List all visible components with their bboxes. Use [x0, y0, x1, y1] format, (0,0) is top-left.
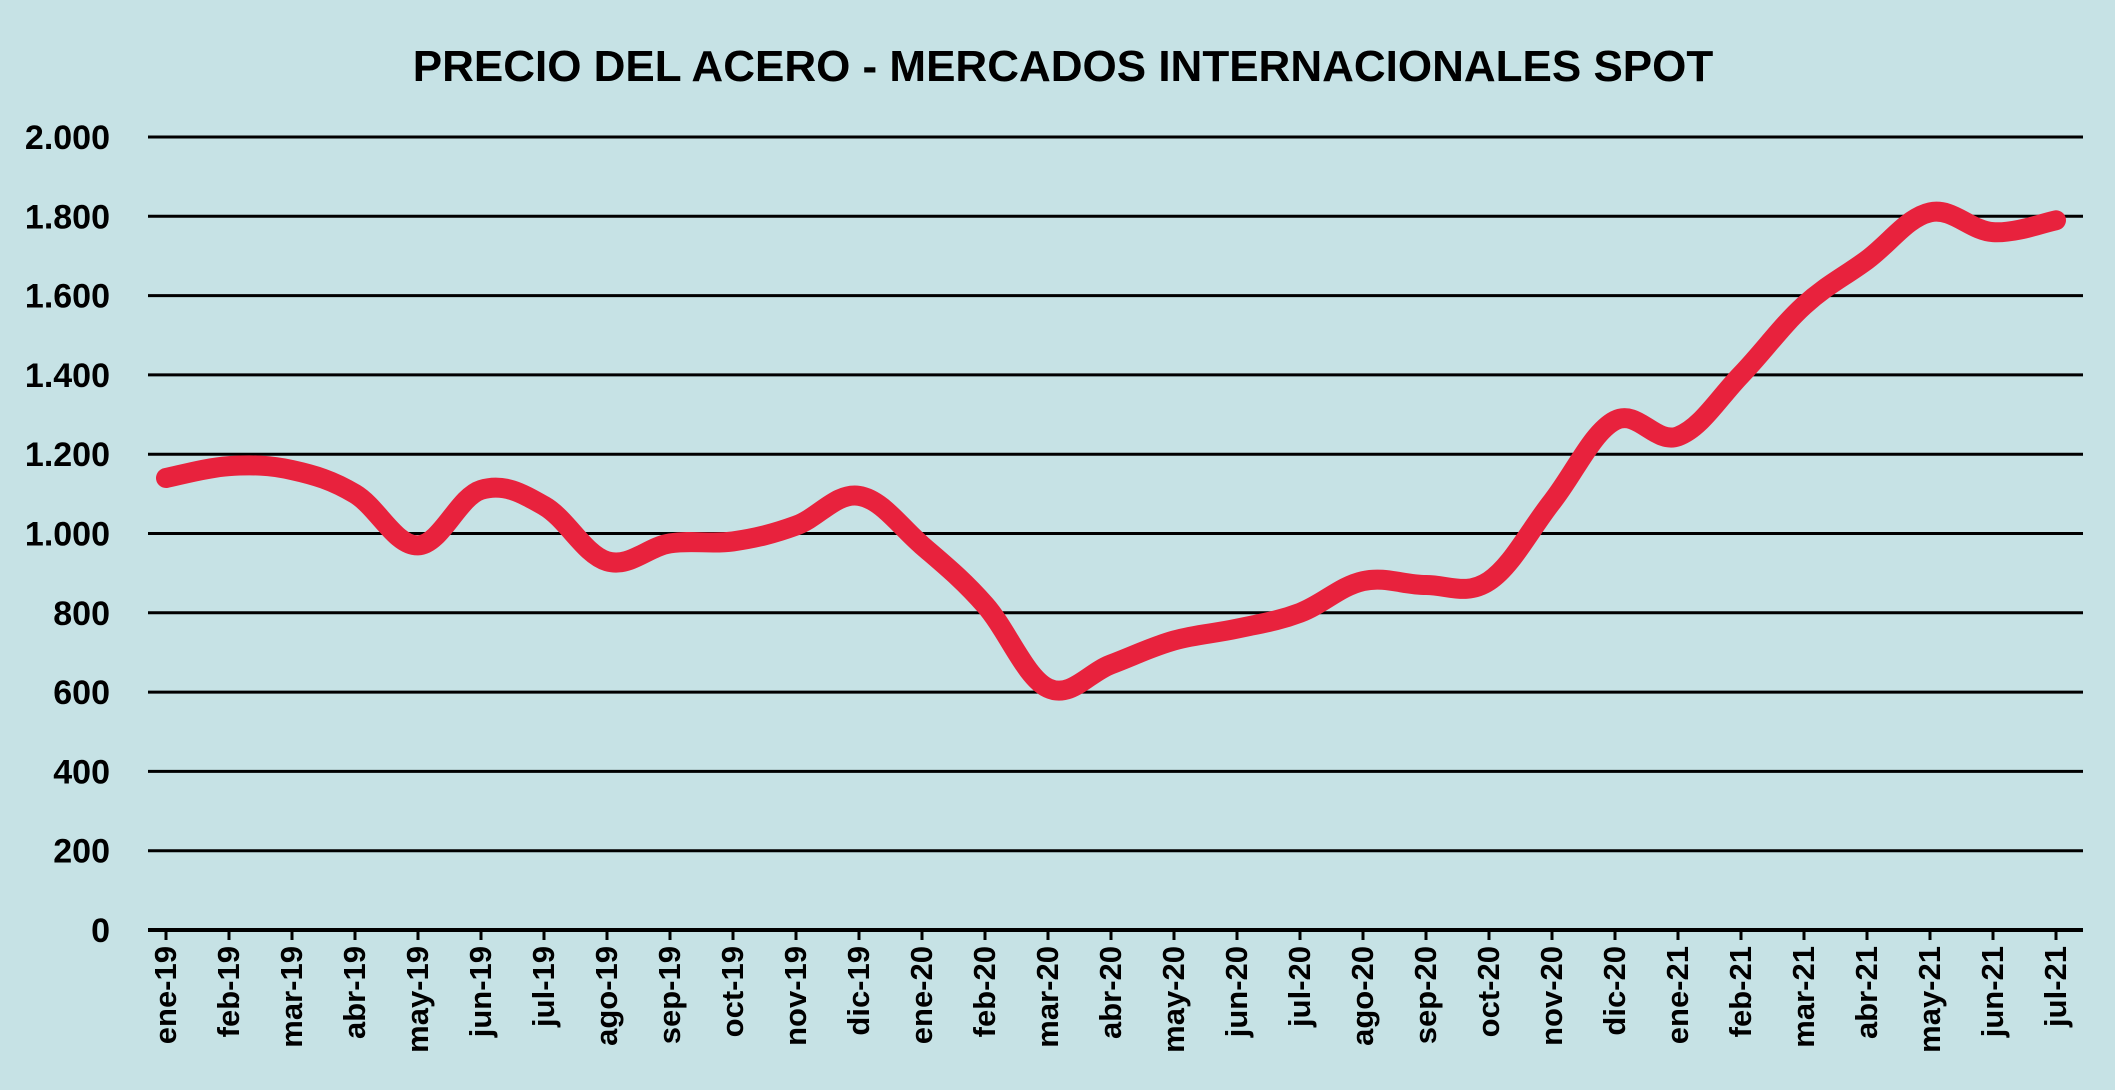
data-point — [597, 551, 617, 571]
x-tick-label: mar-19 — [274, 946, 309, 1048]
x-tick-label: feb-20 — [967, 946, 1002, 1037]
data-point — [471, 480, 491, 500]
data-point — [1542, 492, 1562, 512]
x-tick-label: may-20 — [1156, 946, 1191, 1053]
x-tick-label: oct-19 — [715, 946, 750, 1037]
x-tick-label: jun-21 — [1975, 946, 2010, 1038]
series-layer — [156, 201, 2066, 701]
series-line — [156, 201, 2066, 701]
y-axis-labels: 0 200 400 600 800 1.000 1.200 1.400 1.600 1.800 2.… — [25, 119, 110, 950]
data-point — [156, 468, 176, 488]
data-point — [1983, 222, 2003, 242]
x-tick-label: ago-19 — [589, 946, 624, 1046]
x-tick-label: jun-20 — [1219, 946, 1254, 1038]
x-tick-label: mar-20 — [1030, 946, 1065, 1048]
data-point — [408, 535, 428, 555]
x-tick-label: mar-21 — [1786, 946, 1821, 1048]
x-tick-label: jul-20 — [1282, 946, 1317, 1028]
x-tick-label: sep-19 — [652, 946, 687, 1044]
x-tick-label: oct-20 — [1471, 946, 1506, 1037]
y-tick-label: 200 — [53, 833, 110, 871]
data-point — [786, 516, 806, 536]
data-point — [282, 460, 302, 480]
data-point — [1479, 571, 1499, 591]
y-tick-label: 1.000 — [25, 516, 110, 554]
x-tick-label: abr-21 — [1849, 946, 1884, 1039]
data-point — [1857, 250, 1877, 270]
data-point — [849, 486, 869, 506]
data-point — [1416, 575, 1436, 595]
y-tick-label: 1.200 — [25, 436, 110, 474]
data-point — [1290, 603, 1310, 623]
data-point — [1038, 678, 1058, 698]
x-tick-label: ene-20 — [904, 946, 939, 1044]
data-point — [660, 533, 680, 553]
x-tick-label: ene-21 — [1660, 946, 1695, 1044]
x-axis-labels: ene-19 feb-19 mar-19 abr-19 may-19 jun-19 jul-… — [148, 946, 2073, 1053]
x-tick-label: nov-20 — [1534, 946, 1569, 1046]
x-tick-label: abr-20 — [1093, 946, 1128, 1039]
data-point — [1605, 410, 1625, 430]
x-tick-label: jun-19 — [463, 946, 498, 1038]
y-tick-label: 1.600 — [25, 278, 110, 316]
x-tick-label: abr-19 — [337, 946, 372, 1039]
x-tick-label: dic-19 — [841, 946, 876, 1036]
data-point — [345, 484, 365, 504]
x-tick-label: sep-20 — [1408, 946, 1443, 1044]
x-tick-label: ene-19 — [148, 946, 183, 1044]
x-tick-label: may-19 — [400, 946, 435, 1053]
data-point — [1353, 571, 1373, 591]
data-point — [1794, 296, 1814, 316]
y-tick-label: 1.400 — [25, 357, 110, 395]
data-point — [1920, 202, 1940, 222]
data-point — [975, 595, 995, 615]
x-tick-label: jul-21 — [2038, 946, 2073, 1028]
data-point — [1101, 654, 1121, 674]
x-tick-label: feb-19 — [211, 946, 246, 1037]
x-tick-label: dic-20 — [1597, 946, 1632, 1036]
data-point — [723, 531, 743, 551]
y-tick-label: 600 — [53, 674, 110, 712]
data-point — [1731, 365, 1751, 385]
y-tick-label: 2.000 — [25, 119, 110, 157]
x-tick-label: ago-20 — [1345, 946, 1380, 1046]
data-point — [534, 496, 554, 516]
x-tick-label: jul-19 — [526, 946, 561, 1028]
x-tick-label: nov-19 — [778, 946, 813, 1046]
y-tick-label: 0 — [91, 912, 110, 950]
data-point — [2046, 210, 2066, 230]
gridlines — [148, 135, 2083, 940]
y-tick-label: 800 — [53, 595, 110, 633]
data-point — [1227, 619, 1247, 639]
data-point — [1164, 631, 1184, 651]
data-point — [219, 456, 239, 476]
x-tick-label: feb-21 — [1723, 946, 1758, 1037]
data-point — [1668, 426, 1688, 446]
y-tick-label: 400 — [53, 753, 110, 791]
x-tick-label: may-21 — [1912, 946, 1947, 1053]
data-point — [912, 535, 932, 555]
chart-title: PRECIO DEL ACERO - MERCADOS INTERNACIONA… — [413, 42, 1714, 91]
y-tick-label: 1.800 — [25, 198, 110, 236]
